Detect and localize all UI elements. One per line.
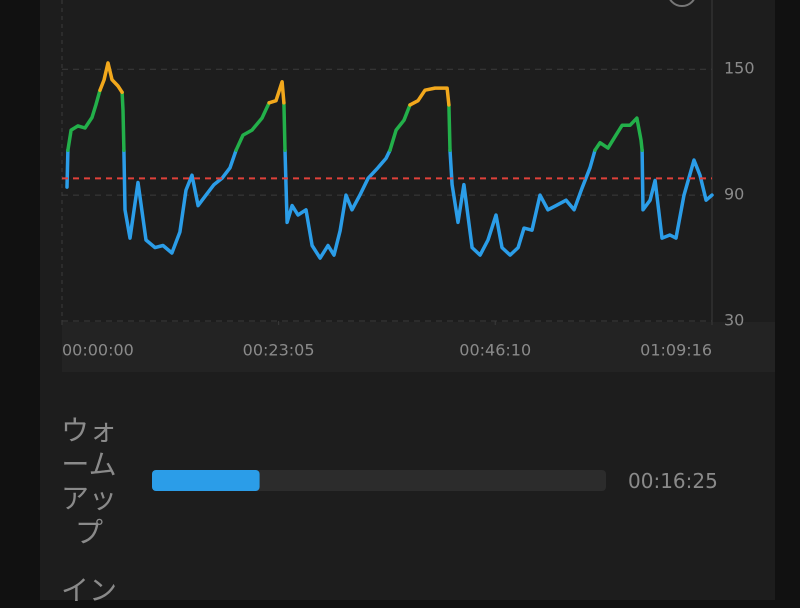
x-axis-band [62, 322, 775, 372]
y-tick-label: 30 [724, 311, 744, 330]
zone-label: ウォームアップ [60, 414, 117, 549]
y-tick-label: 150 [724, 59, 755, 78]
zone-label: イン [60, 574, 117, 607]
hr-line [66, 88, 644, 152]
x-tick-label: 00:23:05 [243, 341, 315, 360]
info-button[interactable] [668, 0, 696, 7]
x-tick-label: 01:09:16 [640, 341, 712, 360]
hr-line [98, 61, 451, 107]
zone-time: 00:16:25 [628, 469, 718, 493]
y-tick-label: 90 [724, 185, 744, 204]
zone-track [152, 470, 606, 491]
panel [40, 0, 775, 600]
hr-line [65, 148, 714, 260]
x-tick-label: 00:00:00 [62, 341, 134, 360]
zone-bar [152, 470, 260, 491]
x-tick-label: 00:46:10 [459, 341, 531, 360]
